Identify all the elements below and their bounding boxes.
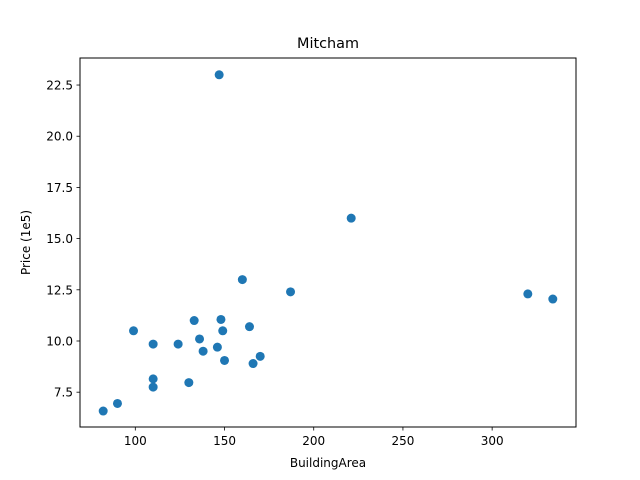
scatter-point xyxy=(189,316,199,326)
x-tick-label: 250 xyxy=(391,434,414,448)
scatter-point xyxy=(148,374,158,384)
y-tick-label: 12.5 xyxy=(46,283,73,297)
scatter-point xyxy=(112,398,122,408)
scatter-point xyxy=(212,342,222,352)
scatter-point xyxy=(148,339,158,349)
x-axis-label: BuildingArea xyxy=(290,456,366,470)
y-tick-label: 7.5 xyxy=(54,386,73,400)
scatter-point xyxy=(548,294,558,304)
scatter-point xyxy=(244,322,254,332)
x-tick-label: 200 xyxy=(302,434,325,448)
scatter-point xyxy=(198,346,208,356)
y-tick-label: 20.0 xyxy=(46,130,73,144)
x-tick-label: 150 xyxy=(213,434,236,448)
scatter-point xyxy=(148,382,158,392)
y-tick-label: 17.5 xyxy=(46,181,73,195)
scatter-point xyxy=(286,287,296,297)
y-axis-label: Price (1e5) xyxy=(19,210,33,275)
scatter-point xyxy=(218,326,228,336)
plot-frame xyxy=(79,57,577,428)
scatter-point xyxy=(346,213,356,223)
chart-title: Mitcham xyxy=(297,36,359,52)
scatter-point xyxy=(248,359,258,369)
y-tick-label: 15.0 xyxy=(46,232,73,246)
ticks-layer: 100 150 200 250 300 7.5 10.0 12.5 15.0 17.5 20.0 22… xyxy=(46,79,503,448)
scatter-point xyxy=(129,326,139,336)
scatter-point xyxy=(98,406,108,416)
scatter-point xyxy=(195,334,205,344)
y-tick-label: 10.0 xyxy=(46,334,73,348)
x-tick-label: 300 xyxy=(481,434,504,448)
scatter-point xyxy=(184,378,194,388)
scatter-point xyxy=(214,70,224,80)
scatter-point xyxy=(523,289,533,299)
x-tick-label: 100 xyxy=(124,434,147,448)
scatter-point xyxy=(216,314,226,324)
scatter-point xyxy=(220,355,230,365)
scatter-point xyxy=(173,339,183,349)
scatter-point xyxy=(237,275,247,285)
points-layer xyxy=(98,70,558,416)
y-tick-label: 22.5 xyxy=(46,79,73,93)
scatter-point xyxy=(255,351,265,361)
